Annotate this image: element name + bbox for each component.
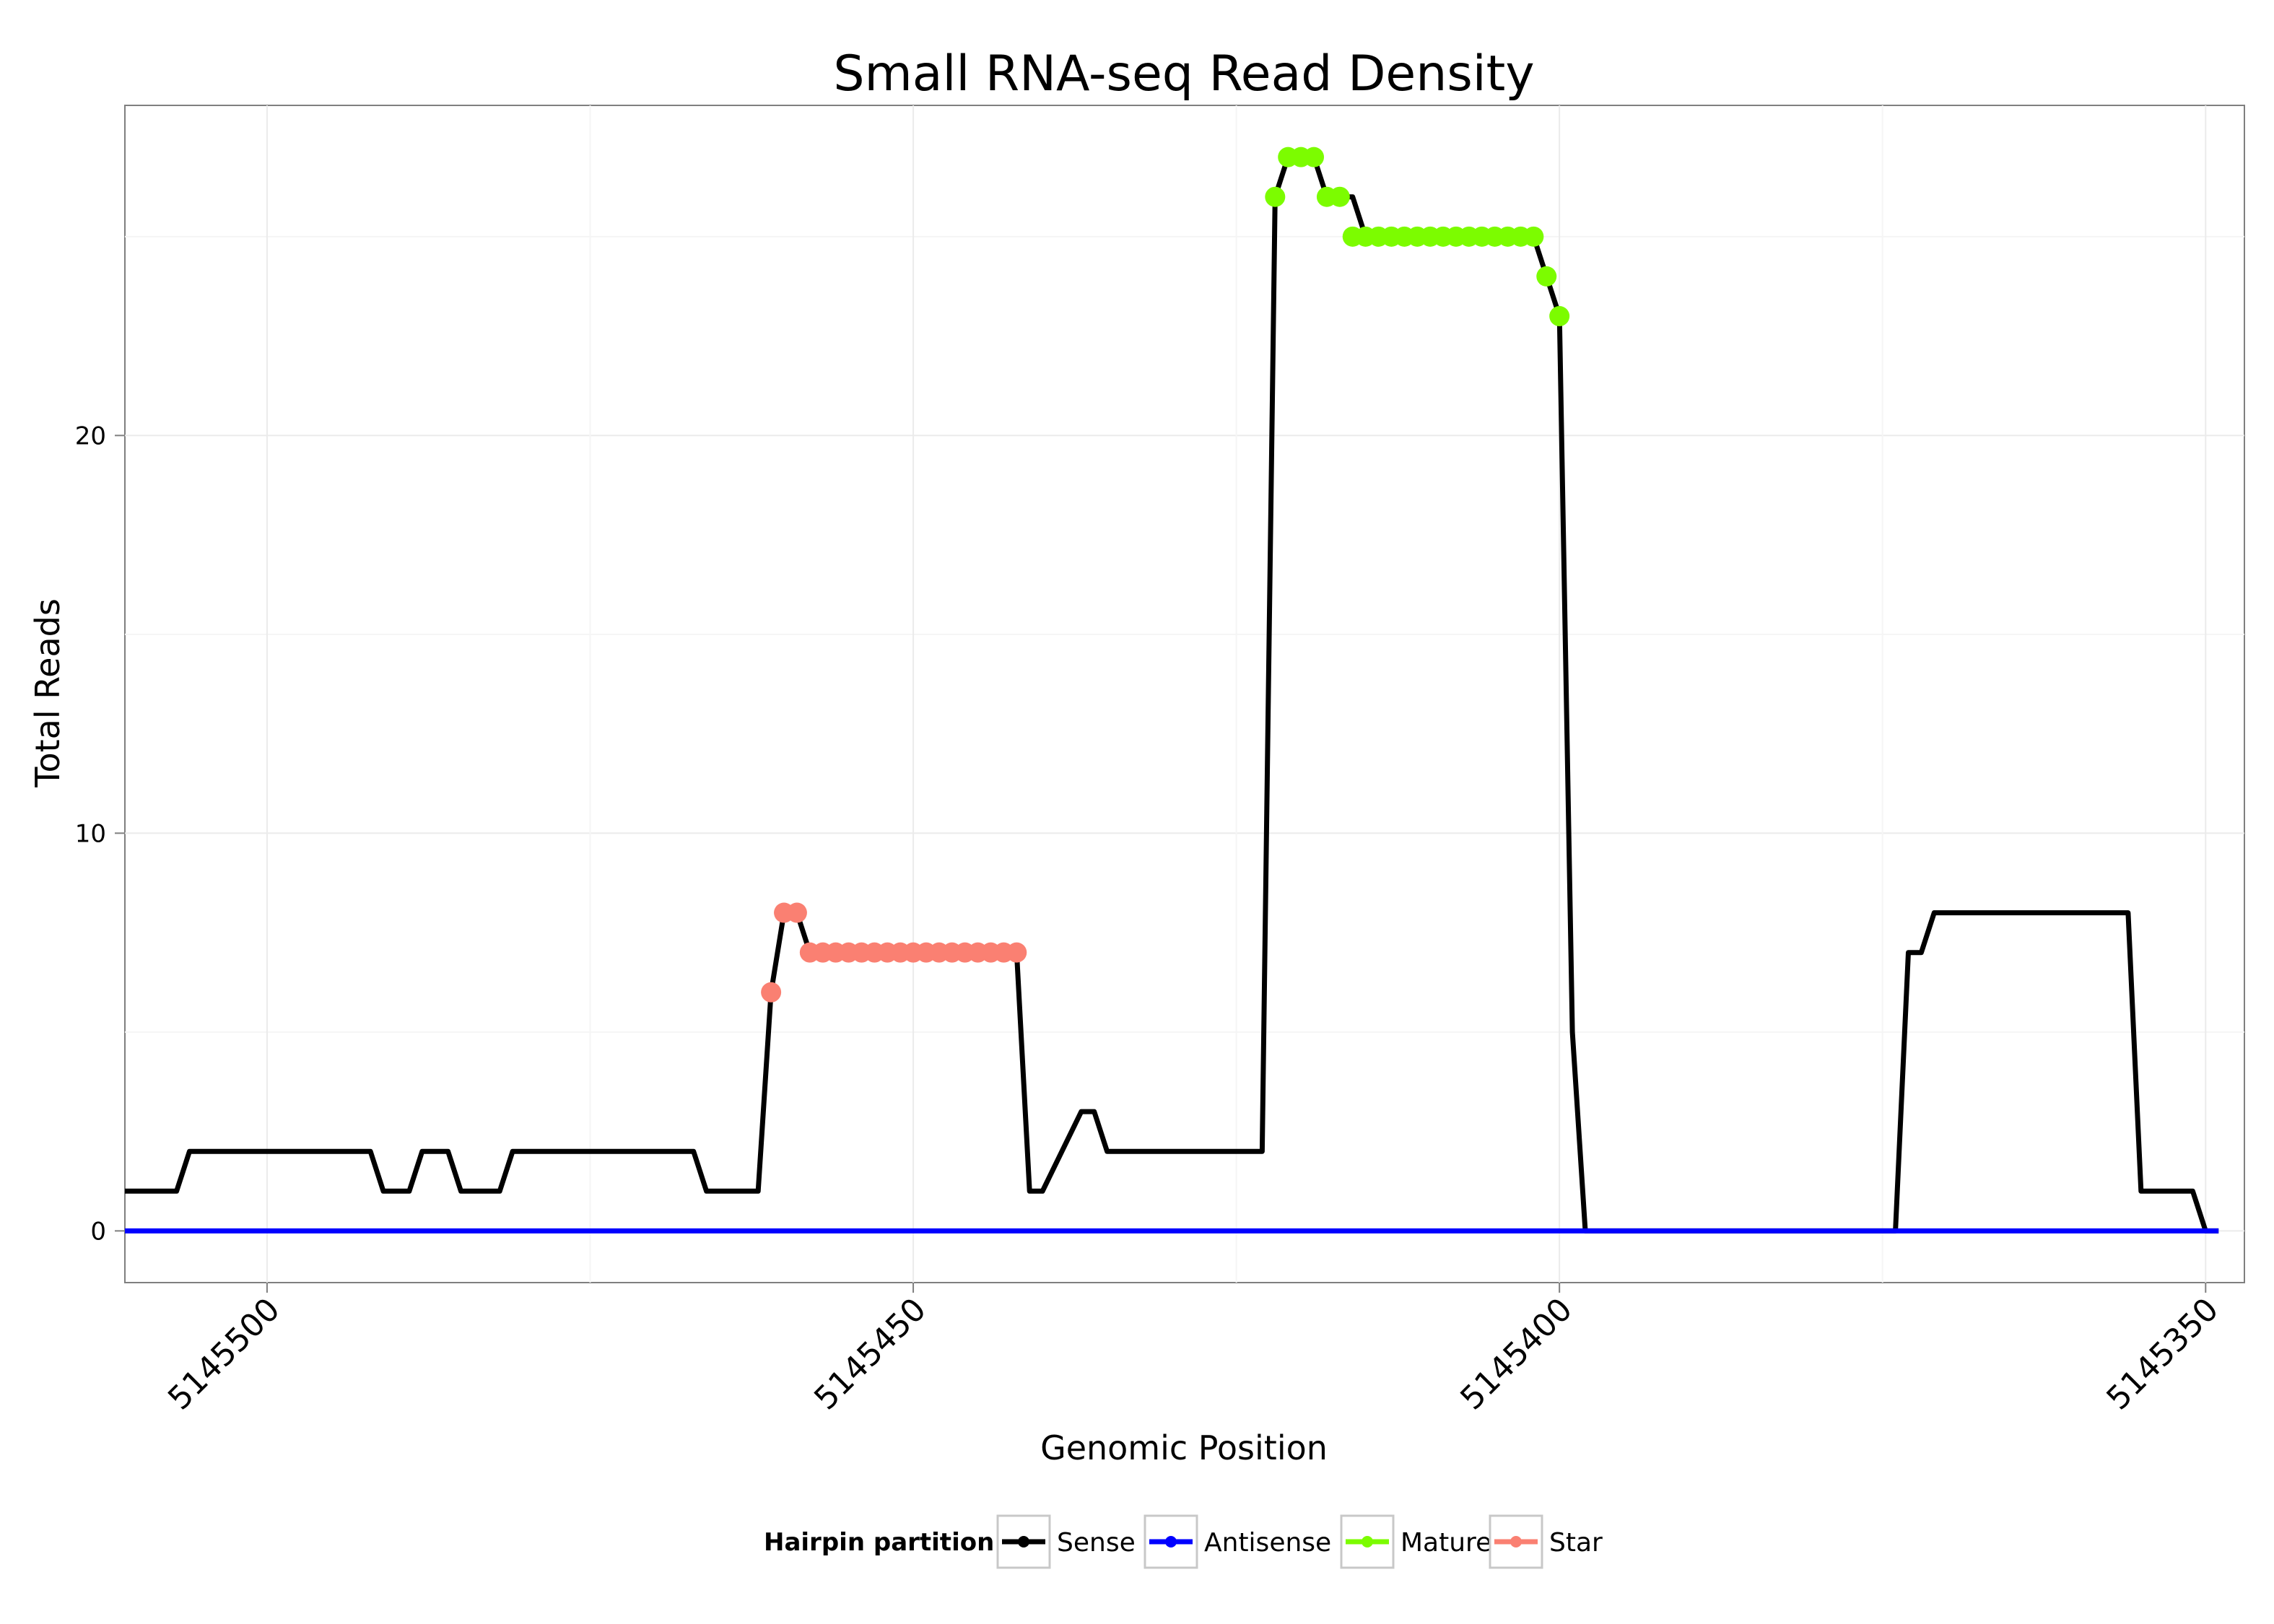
legend-item-antisense: Antisense xyxy=(1143,1514,1331,1569)
plot-panel xyxy=(124,105,2245,1283)
legend-label-antisense: Antisense xyxy=(1204,1528,1331,1558)
data-point-star xyxy=(761,982,782,1003)
data-point-mature xyxy=(1523,226,1544,247)
y-tick-label: 10 xyxy=(75,819,106,848)
data-point-mature xyxy=(1329,186,1350,207)
legend-item-sense: Sense xyxy=(996,1514,1136,1569)
grid-lines xyxy=(125,105,2244,1283)
legend-key-point-antisense xyxy=(1165,1536,1177,1547)
x-axis: 5145500 5145450 5145400 5145350 xyxy=(161,1283,2226,1417)
legend-key-point-sense xyxy=(1018,1536,1029,1547)
x-tick-label: 5145500 xyxy=(161,1291,287,1418)
data-point-star xyxy=(786,902,807,923)
legend-item-mature: Mature xyxy=(1340,1514,1491,1569)
legend-key-point-star xyxy=(1510,1536,1522,1547)
series-line-sense xyxy=(125,154,2219,1234)
legend-item-star: Star xyxy=(1489,1514,1603,1569)
x-tick-label: 5145400 xyxy=(1453,1291,1580,1418)
x-tick-label: 5145350 xyxy=(2099,1291,2226,1418)
legend-label-mature: Mature xyxy=(1400,1528,1491,1558)
y-tick-label: 0 xyxy=(90,1217,106,1246)
x-tick-label: 5145450 xyxy=(807,1291,933,1418)
y-axis-title: Total Reads xyxy=(28,598,67,788)
x-axis-title: Genomic Position xyxy=(1040,1428,1328,1467)
data-point-mature xyxy=(1536,266,1557,287)
legend-label-star: Star xyxy=(1549,1528,1603,1558)
data-point-mature xyxy=(1304,147,1325,167)
data-point-mature xyxy=(1265,186,1286,207)
y-tick-label: 20 xyxy=(75,422,106,450)
legend-key-point-mature xyxy=(1362,1536,1373,1547)
data-point-star xyxy=(1006,942,1027,963)
y-axis: 0 10 20 xyxy=(75,422,125,1246)
legend-label-sense: Sense xyxy=(1057,1528,1136,1558)
chart-title: Small RNA-seq Read Density xyxy=(833,45,1534,102)
series-layer xyxy=(125,147,2219,1234)
data-point-mature xyxy=(1549,306,1570,327)
legend-title: Hairpin partition xyxy=(764,1528,994,1557)
legend: Hairpin partition Sense Antisense Mature St… xyxy=(764,1514,1603,1569)
